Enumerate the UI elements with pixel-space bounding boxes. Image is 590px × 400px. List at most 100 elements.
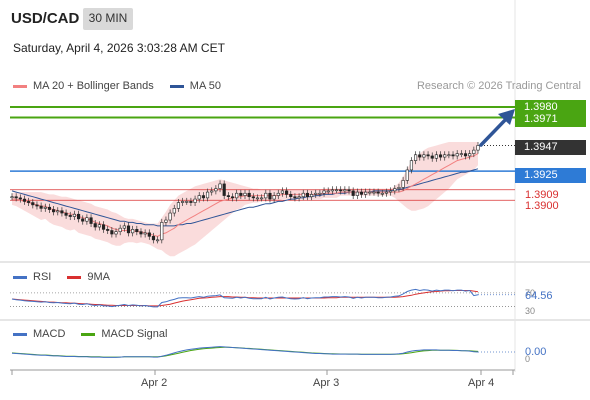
candle-down [27,201,31,203]
candle-down [31,202,35,206]
ma50-series-line [11,168,479,227]
candle-up [472,149,476,154]
ma20-legend-swatch [13,84,27,88]
candle-up [355,191,359,196]
candle-down [151,236,156,241]
x-tick-apr-3: Apr 3 [313,377,340,389]
candle-up [85,217,89,222]
macd-legend-label: MACD [33,328,66,340]
candle-down [293,196,297,199]
candle-up [122,225,126,229]
rsi-ma-legend-swatch [67,275,82,279]
candle-down [52,209,56,213]
candle-down [22,198,27,202]
candle-up [197,195,201,200]
candle-up [322,190,326,194]
candle-up [368,191,372,194]
candle-up [301,192,305,198]
candle-up [272,195,276,200]
candle-down [39,205,43,209]
candle-down [239,192,243,196]
macd-panel-lines [11,346,515,358]
candle-down [226,195,230,198]
candle-up [468,153,472,157]
key-levels [10,105,515,201]
candle-up [181,201,185,203]
candle-up [280,190,285,194]
candle-up [459,153,463,155]
candle-up [397,187,401,189]
rsi-ma-legend-label: 9MA [87,271,110,283]
candle-up [10,196,14,199]
rsi-panel-lines [10,288,515,308]
candle-down [101,224,106,230]
candle-up [334,189,339,192]
candle-down [426,154,430,157]
candle-down [438,154,443,158]
candle-up [97,224,101,228]
candle-up [276,192,280,196]
candle-up [235,192,239,199]
candle-down [35,204,39,207]
candle-up [193,198,197,203]
candle-up [314,192,318,195]
candle-down [347,189,351,192]
candle-down [201,195,205,199]
candle-up [318,192,322,195]
candle-down [93,223,97,228]
candle-down [81,218,85,222]
candle-up [243,192,247,196]
target-high-label: 1.3980 [515,100,586,115]
candle-down [222,183,226,196]
rsi-series-line [11,288,479,308]
candle-up [160,222,164,241]
ma50-legend-label: MA 50 [189,80,221,92]
candle-up [364,191,368,195]
candle-up [260,197,264,200]
candle-down [247,192,251,198]
candle-up [309,194,314,198]
candle-up [476,145,480,151]
candle-up [443,154,447,158]
candle-up [384,191,389,194]
x-axis-ticks [11,370,514,375]
candle-down [189,201,193,203]
research-credit: Research © 2026 Trading Central [416,80,581,92]
candle-up [409,160,414,171]
candle-up [172,208,176,214]
candle-up [114,231,118,235]
candle-down [376,191,380,194]
rsi-legend-label: RSI [33,271,52,283]
ma50-legend-swatch [169,84,184,88]
candle-down [135,229,139,232]
support-1-label: 1.3909 [525,189,559,201]
candle-up [405,169,409,181]
candle-down [147,232,151,237]
candle-up [326,190,330,193]
macd-zero-label: 0 [525,354,531,364]
candle-down [339,189,343,192]
candle-up [372,191,376,194]
candle-down [451,154,455,157]
price-candles [10,141,480,244]
candle-down [126,225,131,234]
candle-up [380,192,384,195]
candle-up [185,201,189,203]
candle-down [230,196,235,199]
candle-up [164,219,168,223]
timeframe-badge[interactable]: 30 MIN [88,11,128,25]
candle-up [218,183,222,189]
candle-up [168,212,172,221]
candle-down [285,190,289,195]
candle-down [430,155,434,159]
candle-down [76,213,81,220]
candle-down [14,196,18,199]
rsi-legend: RSI 9MA [13,271,110,283]
forecast-arrow-icon [479,109,515,147]
candle-up [401,180,405,188]
macd-legend-swatch [13,332,27,336]
candle-down [68,215,72,217]
rsi-70-label: 70 [525,288,536,298]
candle-up [455,153,459,157]
candle-up [389,190,393,193]
